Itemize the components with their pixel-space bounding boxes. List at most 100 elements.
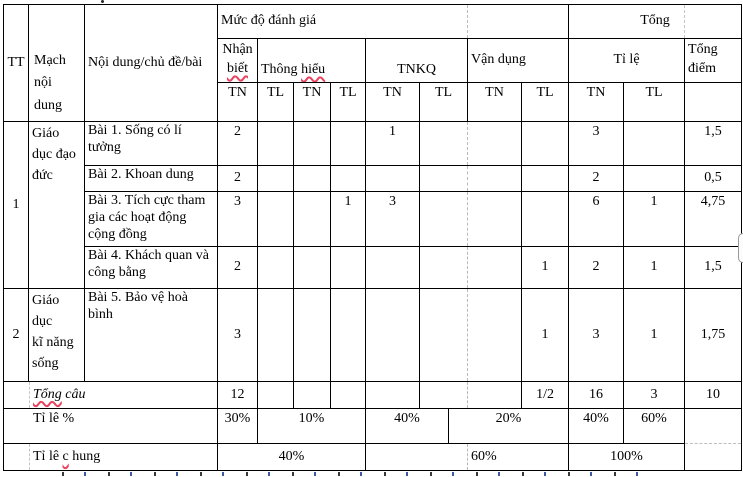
cell-value: 1 <box>623 246 686 289</box>
cell-value: 20% <box>447 408 570 444</box>
cell-bai-title: Bài 3. Tích cực tham gia các hoạt động c… <box>84 191 218 247</box>
header-row-top: TT Mạch nội dung Nội dung/chủ đề/bài Mức… <box>3 4 743 122</box>
cell-value: 2 <box>217 246 258 289</box>
row-bai-1: 1 Giáo dục đạo đức Bài 1. Sống có lí tưở… <box>3 121 743 289</box>
cell-empty <box>623 121 686 166</box>
cell-value: 1 <box>623 288 686 382</box>
scrollbar-thumb[interactable] <box>738 233 743 263</box>
cell-tt-group-2: 2 <box>3 288 29 382</box>
header-tong: Tổng <box>568 4 743 39</box>
cell-empty <box>257 191 294 247</box>
cell-value: 1 <box>521 288 570 382</box>
col-header-tn: TN <box>568 82 625 122</box>
cell-empty <box>330 381 366 409</box>
col-header-tn: TN <box>293 82 331 122</box>
cell-empty <box>330 165 366 192</box>
cell-empty <box>293 288 331 382</box>
cell-empty <box>418 191 469 247</box>
cell-value: 3 <box>623 381 686 409</box>
col-header-tn: TN <box>365 82 420 122</box>
cell-bai-title: Bài 4. Khách quan và công bằng <box>84 246 218 289</box>
cell-value: 12 <box>217 381 258 409</box>
cell-value: 3 <box>568 121 625 166</box>
cell-value: 0,5 <box>684 165 743 192</box>
gridline-vertical <box>29 382 30 408</box>
header-nhan-biet: Nhận biết <box>217 38 258 83</box>
header-noi-dung-chu-de-bai: Nội dung/chủ đề/bài <box>84 4 218 122</box>
cell-value: 1 <box>623 191 686 247</box>
cell-value: 2 <box>217 121 258 166</box>
cell-bai-title: Bài 1. Sống có lí tưởng <box>84 121 218 166</box>
cell-value: 1 <box>330 191 366 247</box>
cell-empty <box>365 381 420 409</box>
cell-empty <box>418 381 469 409</box>
cell-value: 4,75 <box>684 191 743 247</box>
cell-empty <box>365 246 420 289</box>
row-ti-le-pct: Tỉ lê % 30% 10% 40% 20% 40% 60% <box>3 408 743 444</box>
cell-value: 1/2 <box>521 381 570 409</box>
cell-value: 40% <box>217 443 366 471</box>
cell-empty <box>257 121 294 166</box>
cell-empty <box>521 121 570 166</box>
assessment-matrix-table: TT Mạch nội dung Nội dung/chủ đề/bài Mức… <box>3 4 743 471</box>
cell-value: 1 <box>521 246 570 289</box>
cell-empty <box>521 191 570 247</box>
cell-empty <box>293 121 331 166</box>
cell-empty <box>418 121 469 166</box>
col-header-tl: TL <box>521 82 570 122</box>
cell-empty <box>467 191 523 247</box>
cell-empty <box>293 381 331 409</box>
cell-value: 40% <box>568 408 625 444</box>
header-van-dung: Vận dụng <box>467 38 570 83</box>
clipped-text-mark-top <box>101 0 104 3</box>
cell-empty <box>418 288 469 382</box>
cell-value: 100% <box>568 443 686 471</box>
header-row-tn-tl: TN TL TN TL TN TL TN TL TN TL <box>4 82 743 122</box>
row-tong-cau: Tổng câu 12 1/2 16 3 10 <box>3 381 743 409</box>
cell-value: 10 <box>684 381 743 409</box>
row-ti-le-pct-label: Tỉ lê % <box>3 408 218 444</box>
cell-value: 40% <box>365 408 449 444</box>
cell-empty <box>293 165 331 192</box>
cell-value: 1,5 <box>684 246 743 289</box>
cell-value: 60% <box>623 408 686 444</box>
cell-value: 30% <box>217 408 258 444</box>
col-header-tl: TL <box>418 82 469 122</box>
cell-value: 1,75 <box>684 288 743 382</box>
col-header-tl: TL <box>257 82 294 122</box>
cell-empty <box>365 165 420 192</box>
row-bai-5: 2 Giáo dục kĩ năng sống Bài 5. Bảo vệ ho… <box>3 288 743 382</box>
cell-empty <box>684 408 743 444</box>
header-ti-le: Tỉ lệ <box>568 38 686 83</box>
cell-empty <box>257 246 294 289</box>
cell-empty <box>521 165 570 192</box>
cell-value: 2 <box>568 246 625 289</box>
cell-empty <box>684 82 743 122</box>
cell-value: 2 <box>217 165 258 192</box>
spellcheck-word: hiểu <box>301 62 326 78</box>
spellcheck-word: Tổng <box>33 386 62 402</box>
cell-empty <box>330 246 366 289</box>
cell-empty <box>257 381 294 409</box>
col-header-tl: TL <box>330 82 366 122</box>
cell-value: 3 <box>217 288 258 382</box>
col-header-tl: TL <box>623 82 686 122</box>
clipped-text-line-bottom <box>62 472 647 476</box>
cell-empty <box>623 165 686 192</box>
spellcheck-word: c <box>62 448 69 464</box>
gridline-vertical <box>29 444 30 470</box>
cell-empty <box>467 246 523 289</box>
col-header-tn: TN <box>467 82 523 122</box>
header-tnkq: TNKQ <box>364 38 469 83</box>
row-bai-4: Bài 4. Khách quan và công bằng 2 1 2 1 1… <box>4 246 743 289</box>
cell-mach-group-1: Giáo dục đạo đức <box>28 121 85 289</box>
gridline-vertical <box>684 5 686 38</box>
cell-empty <box>330 121 366 166</box>
header-tt: TT <box>3 4 29 122</box>
cell-empty <box>467 288 523 382</box>
cell-value: 1,5 <box>684 121 743 166</box>
cell-mach-group-2: Giáo dục kĩ năng sống <box>28 288 85 382</box>
cell-tt-group-1: 1 <box>3 121 29 289</box>
header-row-levels: Nhận biết Thông hiểu TNKQ Vận dụng Tỉ lệ … <box>4 38 743 83</box>
cell-empty <box>467 165 523 192</box>
